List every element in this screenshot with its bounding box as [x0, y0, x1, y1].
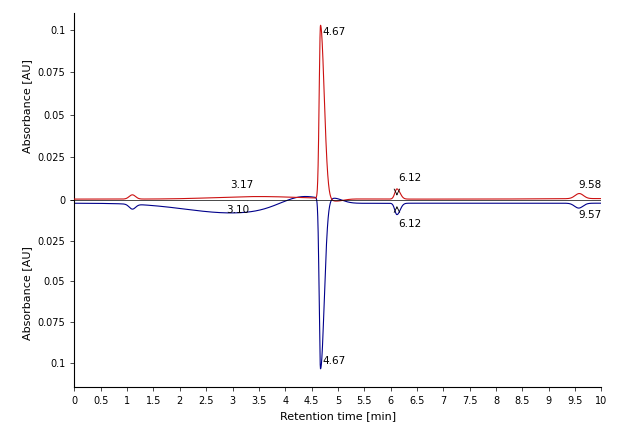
Text: 6.12: 6.12: [399, 219, 422, 230]
Text: 4.67: 4.67: [322, 27, 346, 37]
Text: 3.17: 3.17: [230, 180, 253, 190]
Y-axis label: Absorbance [AU]: Absorbance [AU]: [22, 246, 32, 341]
Text: 6.12: 6.12: [399, 173, 422, 183]
Text: 4.67: 4.67: [322, 356, 346, 366]
Y-axis label: Absorbance [AU]: Absorbance [AU]: [22, 59, 32, 154]
Text: 9.58: 9.58: [578, 180, 601, 190]
Text: 9.57: 9.57: [578, 210, 601, 220]
X-axis label: Retention time [min]: Retention time [min]: [280, 412, 396, 421]
Text: 3.10: 3.10: [226, 205, 249, 215]
